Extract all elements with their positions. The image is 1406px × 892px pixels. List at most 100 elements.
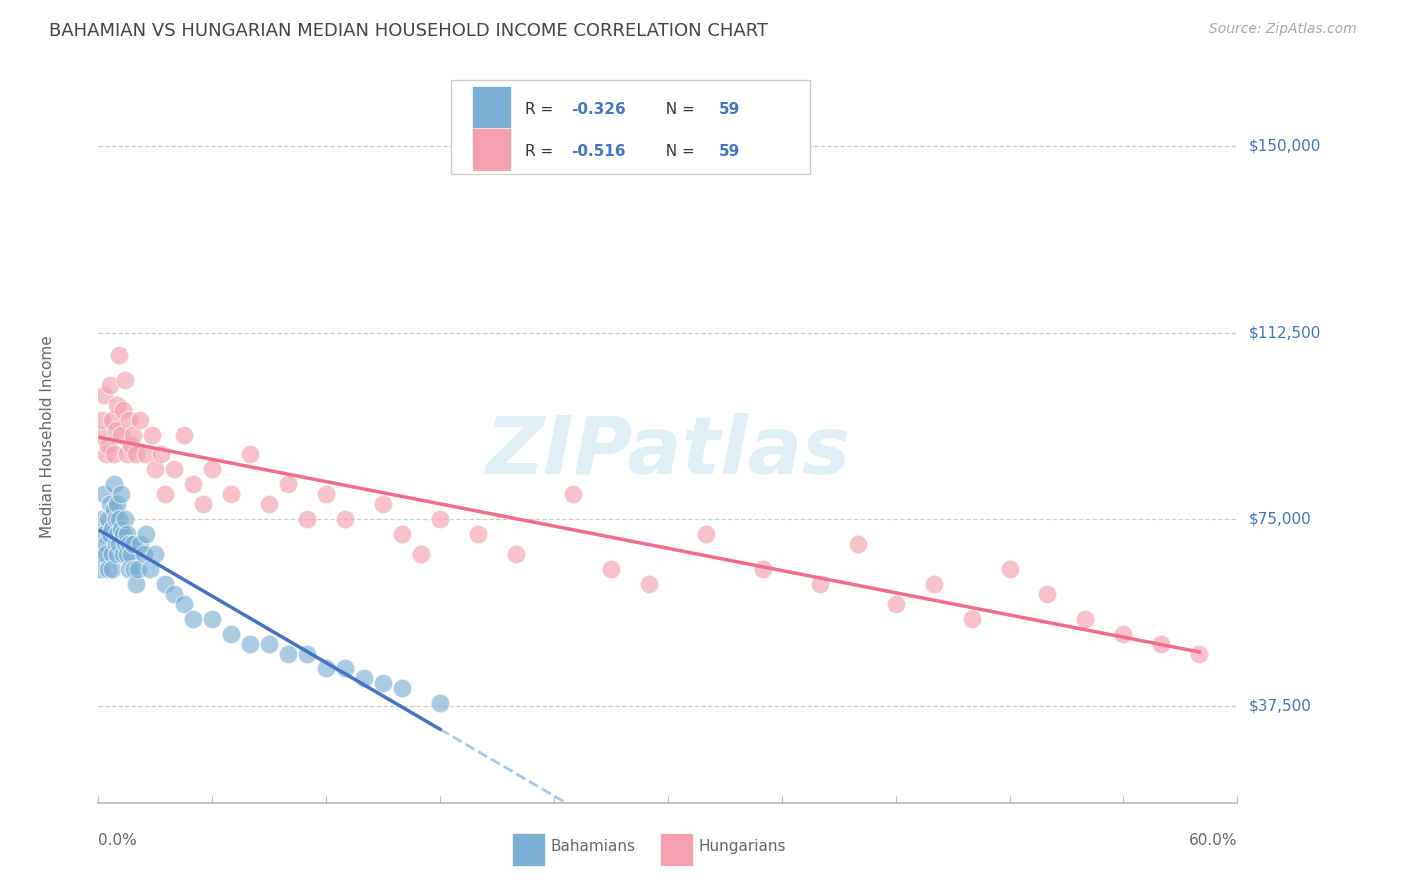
Point xyxy=(846,537,869,551)
Text: $37,500: $37,500 xyxy=(1249,698,1312,714)
Point xyxy=(115,527,138,541)
Point xyxy=(335,512,357,526)
Point xyxy=(884,597,907,611)
Point xyxy=(562,487,585,501)
Text: R =: R = xyxy=(526,103,558,117)
FancyBboxPatch shape xyxy=(512,833,546,866)
Point xyxy=(129,537,152,551)
Point xyxy=(429,696,451,710)
Point xyxy=(104,512,127,526)
Point xyxy=(191,497,214,511)
Point xyxy=(150,448,173,462)
Point xyxy=(201,612,224,626)
Point xyxy=(115,448,138,462)
Point xyxy=(353,672,375,686)
Point xyxy=(183,477,205,491)
Point xyxy=(153,487,176,501)
Text: BAHAMIAN VS HUNGARIAN MEDIAN HOUSEHOLD INCOME CORRELATION CHART: BAHAMIAN VS HUNGARIAN MEDIAN HOUSEHOLD I… xyxy=(49,22,768,40)
Point xyxy=(103,448,125,462)
Point xyxy=(752,562,775,576)
Point xyxy=(108,512,131,526)
Point xyxy=(89,562,111,576)
Point xyxy=(153,577,176,591)
Point xyxy=(297,647,319,661)
Point xyxy=(91,547,114,561)
Point xyxy=(93,487,115,501)
Text: N =: N = xyxy=(657,144,700,159)
Text: 59: 59 xyxy=(718,144,741,159)
Point xyxy=(107,527,129,541)
Point xyxy=(114,537,136,551)
Point xyxy=(297,512,319,526)
Point xyxy=(100,562,122,576)
Point xyxy=(108,348,131,362)
Point xyxy=(335,661,357,675)
Point xyxy=(91,512,114,526)
Point xyxy=(94,448,117,462)
Point xyxy=(121,537,143,551)
Point xyxy=(808,577,831,591)
Point xyxy=(922,577,945,591)
Text: Hungarians: Hungarians xyxy=(699,839,786,855)
Point xyxy=(112,402,135,417)
Point xyxy=(89,427,111,442)
Point xyxy=(98,497,121,511)
Text: Median Household Income: Median Household Income xyxy=(39,335,55,539)
Point xyxy=(221,626,243,640)
Point xyxy=(103,477,125,491)
Point xyxy=(91,412,114,426)
Text: -0.516: -0.516 xyxy=(571,144,626,159)
Point xyxy=(371,497,394,511)
Point xyxy=(104,423,127,437)
Point xyxy=(411,547,433,561)
Point xyxy=(129,412,152,426)
Point xyxy=(1036,587,1059,601)
Point xyxy=(97,437,120,451)
Point xyxy=(104,537,127,551)
Point xyxy=(315,661,337,675)
Point xyxy=(114,512,136,526)
Point xyxy=(1188,647,1211,661)
Text: R =: R = xyxy=(526,144,558,159)
Point xyxy=(145,547,167,561)
Point xyxy=(277,477,299,491)
Point xyxy=(132,547,155,561)
Point xyxy=(120,547,142,561)
Text: -0.326: -0.326 xyxy=(571,103,626,117)
Point xyxy=(145,462,167,476)
Point xyxy=(371,676,394,690)
FancyBboxPatch shape xyxy=(472,87,510,129)
Point xyxy=(998,562,1021,576)
Point xyxy=(112,527,135,541)
Point xyxy=(163,587,186,601)
Text: 60.0%: 60.0% xyxy=(1189,832,1237,847)
Point xyxy=(600,562,623,576)
Point xyxy=(221,487,243,501)
Text: $112,500: $112,500 xyxy=(1249,325,1320,340)
Point xyxy=(259,636,281,650)
Point xyxy=(239,636,262,650)
Point xyxy=(107,497,129,511)
Text: $75,000: $75,000 xyxy=(1249,512,1312,526)
Point xyxy=(100,522,122,536)
Point xyxy=(107,398,129,412)
Point xyxy=(1150,636,1173,650)
Point xyxy=(121,427,143,442)
Point xyxy=(1112,626,1135,640)
Text: Bahamians: Bahamians xyxy=(551,839,636,855)
Point xyxy=(94,547,117,561)
Point xyxy=(127,562,149,576)
Point xyxy=(135,527,157,541)
Point xyxy=(638,577,661,591)
Point xyxy=(125,448,148,462)
Point xyxy=(163,462,186,476)
Point xyxy=(107,547,129,561)
Point xyxy=(124,562,146,576)
Point xyxy=(467,527,489,541)
Point xyxy=(1074,612,1097,626)
FancyBboxPatch shape xyxy=(659,833,693,866)
Point xyxy=(115,547,138,561)
Text: N =: N = xyxy=(657,103,700,117)
Point xyxy=(108,537,131,551)
Point xyxy=(315,487,337,501)
